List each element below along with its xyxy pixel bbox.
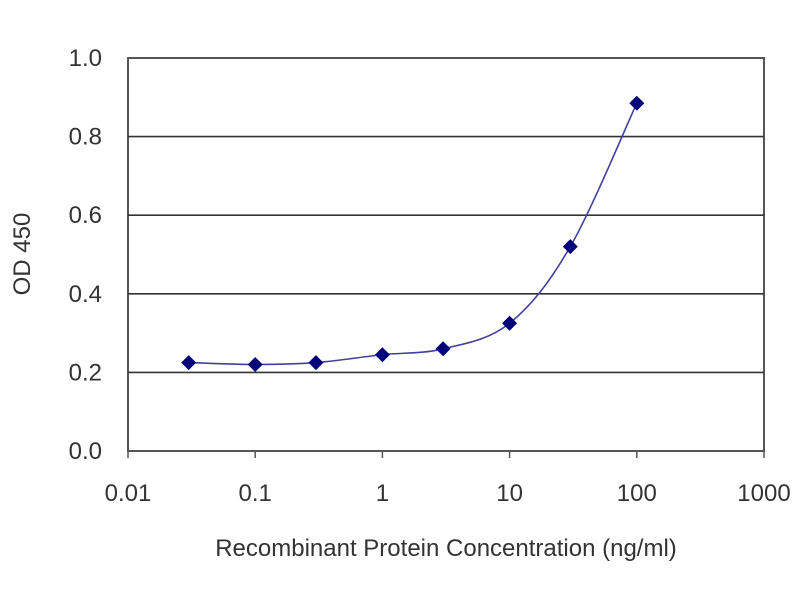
x-tick-label: 0.01 xyxy=(105,480,152,507)
y-tick-label: 1.0 xyxy=(69,45,102,72)
data-point-marker xyxy=(374,347,390,363)
data-point-marker xyxy=(435,341,451,357)
gridlines xyxy=(128,135,764,374)
data-point-marker xyxy=(181,355,197,371)
x-tick-labels: 0.01 0.1 1 10 100 1000 xyxy=(105,480,791,507)
y-tick-label: 0.6 xyxy=(69,202,102,229)
data-point-marker xyxy=(562,239,578,255)
data-point-marker xyxy=(502,315,518,331)
plot-frame xyxy=(127,57,765,452)
x-tick-label: 100 xyxy=(617,480,657,507)
x-tick-label: 10 xyxy=(496,480,523,507)
y-tick-label: 0.4 xyxy=(69,281,102,308)
data-point-marker xyxy=(247,357,263,372)
y-tick-label: 0.0 xyxy=(69,438,102,465)
y-tick-labels: 0.0 0.2 0.4 0.6 0.8 1.0 xyxy=(69,45,102,465)
x-tick-label: 0.1 xyxy=(239,480,272,507)
x-axis-label: Recombinant Protein Concentration (ng/ml… xyxy=(215,535,677,562)
x-tick-label: 1000 xyxy=(737,480,790,507)
x-tick-label: 1 xyxy=(376,480,389,507)
od450-fit-curve xyxy=(188,102,638,366)
data-points xyxy=(181,95,645,372)
x-tick-marks xyxy=(127,451,765,458)
data-point-marker xyxy=(629,95,645,111)
y-axis-label: OD 450 xyxy=(9,213,36,296)
y-tick-label: 0.8 xyxy=(69,124,102,151)
y-tick-label: 0.2 xyxy=(69,359,102,386)
data-point-marker xyxy=(308,355,324,371)
